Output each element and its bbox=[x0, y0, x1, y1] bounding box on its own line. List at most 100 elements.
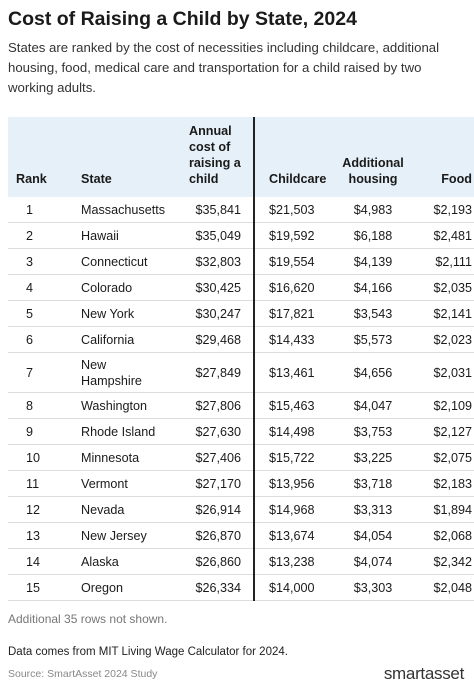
table-cell: $35,841 bbox=[178, 197, 255, 223]
note: Data comes from MIT Living Wage Calculat… bbox=[8, 646, 288, 658]
logo: smartasset bbox=[383, 664, 464, 683]
table-cell: $26,334 bbox=[178, 574, 255, 601]
table-cell: Washington bbox=[68, 392, 178, 419]
table-header: Rank State Annual cost of raising a child C… bbox=[8, 117, 474, 197]
table-cell: $3,225 bbox=[332, 444, 414, 471]
column-header: State bbox=[81, 172, 112, 186]
table-cell: 15 bbox=[8, 574, 68, 601]
table-row: 15 Oregon $26,334 $14,000 $3,303 $2,048 bbox=[8, 574, 474, 601]
table-cell: $19,554 bbox=[254, 248, 332, 275]
table-cell: Massachusetts bbox=[68, 197, 178, 223]
table-cell: $2,035 bbox=[414, 274, 474, 301]
table-cell: $4,656 bbox=[332, 352, 414, 393]
table-cell: 5 bbox=[8, 300, 68, 327]
table-row: 11 Vermont $27,170 $13,956 $3,718 $2,183 bbox=[8, 470, 474, 497]
table-row: 3 Connecticut $32,803 $19,554 $4,139 $2,111 bbox=[8, 248, 474, 275]
table-cell: $16,620 bbox=[254, 274, 332, 301]
table-cell: $2,075 bbox=[414, 444, 474, 471]
table-row: 12 Nevada $26,914 $14,968 $3,313 $1,894 bbox=[8, 496, 474, 523]
table-cell: $2,111 bbox=[414, 248, 474, 275]
column-header: Childcare bbox=[269, 172, 327, 186]
column-header: Rank bbox=[16, 172, 47, 186]
table-cell: $2,048 bbox=[414, 574, 474, 601]
table-cell: $13,238 bbox=[254, 548, 332, 575]
table-cell: 3 bbox=[8, 248, 68, 275]
table-cell: Hawaii bbox=[68, 222, 178, 249]
table-cell: $19,592 bbox=[254, 222, 332, 249]
table-cell: $2,481 bbox=[414, 222, 474, 249]
table-cell: $27,406 bbox=[178, 444, 255, 471]
table-cell: $30,247 bbox=[178, 300, 255, 327]
table-cell: $2,023 bbox=[414, 326, 474, 353]
table-cell: $3,313 bbox=[332, 496, 414, 523]
table-cell: 10 bbox=[8, 444, 68, 471]
table-cell: $21,503 bbox=[254, 197, 332, 223]
table-cell: 14 bbox=[8, 548, 68, 575]
table-cell: $17,821 bbox=[254, 300, 332, 327]
table-cell: $2,141 bbox=[414, 300, 474, 327]
table-row: 10 Minnesota $27,406 $15,722 $3,225 $2,075 bbox=[8, 444, 474, 471]
subtitle: States are ranked by the cost of necessi… bbox=[8, 40, 440, 95]
table-cell: $35,049 bbox=[178, 222, 255, 249]
table-row: 4 Colorado $30,425 $16,620 $4,166 $2,035 bbox=[8, 274, 474, 301]
table-cell: $26,860 bbox=[178, 548, 255, 575]
table-cell: $14,433 bbox=[254, 326, 332, 353]
table-row: 14 Alaska $26,860 $13,238 $4,074 $2,342 bbox=[8, 548, 474, 575]
table-cell: $26,870 bbox=[178, 522, 255, 549]
table-row: 6 California $29,468 $14,433 $5,573 $2,023 bbox=[8, 326, 474, 353]
table-cell: 9 bbox=[8, 418, 68, 445]
table-cell: $4,166 bbox=[332, 274, 414, 301]
table-cell: $27,806 bbox=[178, 392, 255, 419]
table-cell: Minnesota bbox=[68, 444, 178, 471]
table-cell: $4,054 bbox=[332, 522, 414, 549]
table-cell: New Hampshire bbox=[68, 352, 178, 393]
table-cell: 4 bbox=[8, 274, 68, 301]
table-row: 7 New Hampshire $27,849 $13,461 $4,656 $2,031 bbox=[8, 352, 474, 393]
table-row: 2 Hawaii $35,049 $19,592 $6,188 $2,481 bbox=[8, 222, 474, 249]
footnote: Additional 35 rows not shown. bbox=[8, 612, 168, 626]
table-cell: New York bbox=[68, 300, 178, 327]
table-cell: $15,722 bbox=[254, 444, 332, 471]
table-cell: Alaska bbox=[68, 548, 178, 575]
table-cell: $14,968 bbox=[254, 496, 332, 523]
table-cell: $4,983 bbox=[332, 197, 414, 223]
table-cell: $3,543 bbox=[332, 300, 414, 327]
table-cell: $27,170 bbox=[178, 470, 255, 497]
data-table: Rank State Annual cost of raising a child C… bbox=[8, 117, 474, 601]
table-cell: 8 bbox=[8, 392, 68, 419]
table-cell: Rhode Island bbox=[68, 418, 178, 445]
column-header: Food bbox=[441, 172, 472, 186]
table-row: 5 New York $30,247 $17,821 $3,543 $2,141 bbox=[8, 300, 474, 327]
table-cell: $13,956 bbox=[254, 470, 332, 497]
table-cell: $6,188 bbox=[332, 222, 414, 249]
table-cell: $3,753 bbox=[332, 418, 414, 445]
header-row: Rank State Annual cost of raising a child C… bbox=[8, 117, 474, 197]
table-cell: $2,193 bbox=[414, 197, 474, 223]
column-header: Annual cost of raising a child bbox=[178, 117, 255, 197]
title: Cost of Raising a Child by State, 2024 bbox=[8, 8, 357, 30]
table-cell: $13,461 bbox=[254, 352, 332, 393]
table-cell: $1,894 bbox=[414, 496, 474, 523]
table-cell: $2,068 bbox=[414, 522, 474, 549]
table-row: 13 New Jersey $26,870 $13,674 $4,054 $2,068 bbox=[8, 522, 474, 549]
table-body: 1 Massachusetts $35,841 $21,503 $4,983 $2,193… bbox=[8, 197, 474, 601]
table-cell: $2,342 bbox=[414, 548, 474, 575]
table-cell: $2,183 bbox=[414, 470, 474, 497]
table-cell: California bbox=[68, 326, 178, 353]
table-cell: Connecticut bbox=[68, 248, 178, 275]
table-cell: Nevada bbox=[68, 496, 178, 523]
table-cell: $27,849 bbox=[178, 352, 255, 393]
table-cell: $2,109 bbox=[414, 392, 474, 419]
table-cell: $4,074 bbox=[332, 548, 414, 575]
table-cell: $2,031 bbox=[414, 352, 474, 393]
table-cell: $3,718 bbox=[332, 470, 414, 497]
table-row: 8 Washington $27,806 $15,463 $4,047 $2,109 bbox=[8, 392, 474, 419]
table-cell: $2,127 bbox=[414, 418, 474, 445]
table-cell: $14,498 bbox=[254, 418, 332, 445]
column-header: Additional housing bbox=[342, 156, 404, 186]
source: Source: SmartAsset 2024 Study bbox=[8, 668, 158, 680]
table-cell: $4,139 bbox=[332, 248, 414, 275]
table-row: 1 Massachusetts $35,841 $21,503 $4,983 $2,193 bbox=[8, 197, 474, 223]
table-cell: $26,914 bbox=[178, 496, 255, 523]
